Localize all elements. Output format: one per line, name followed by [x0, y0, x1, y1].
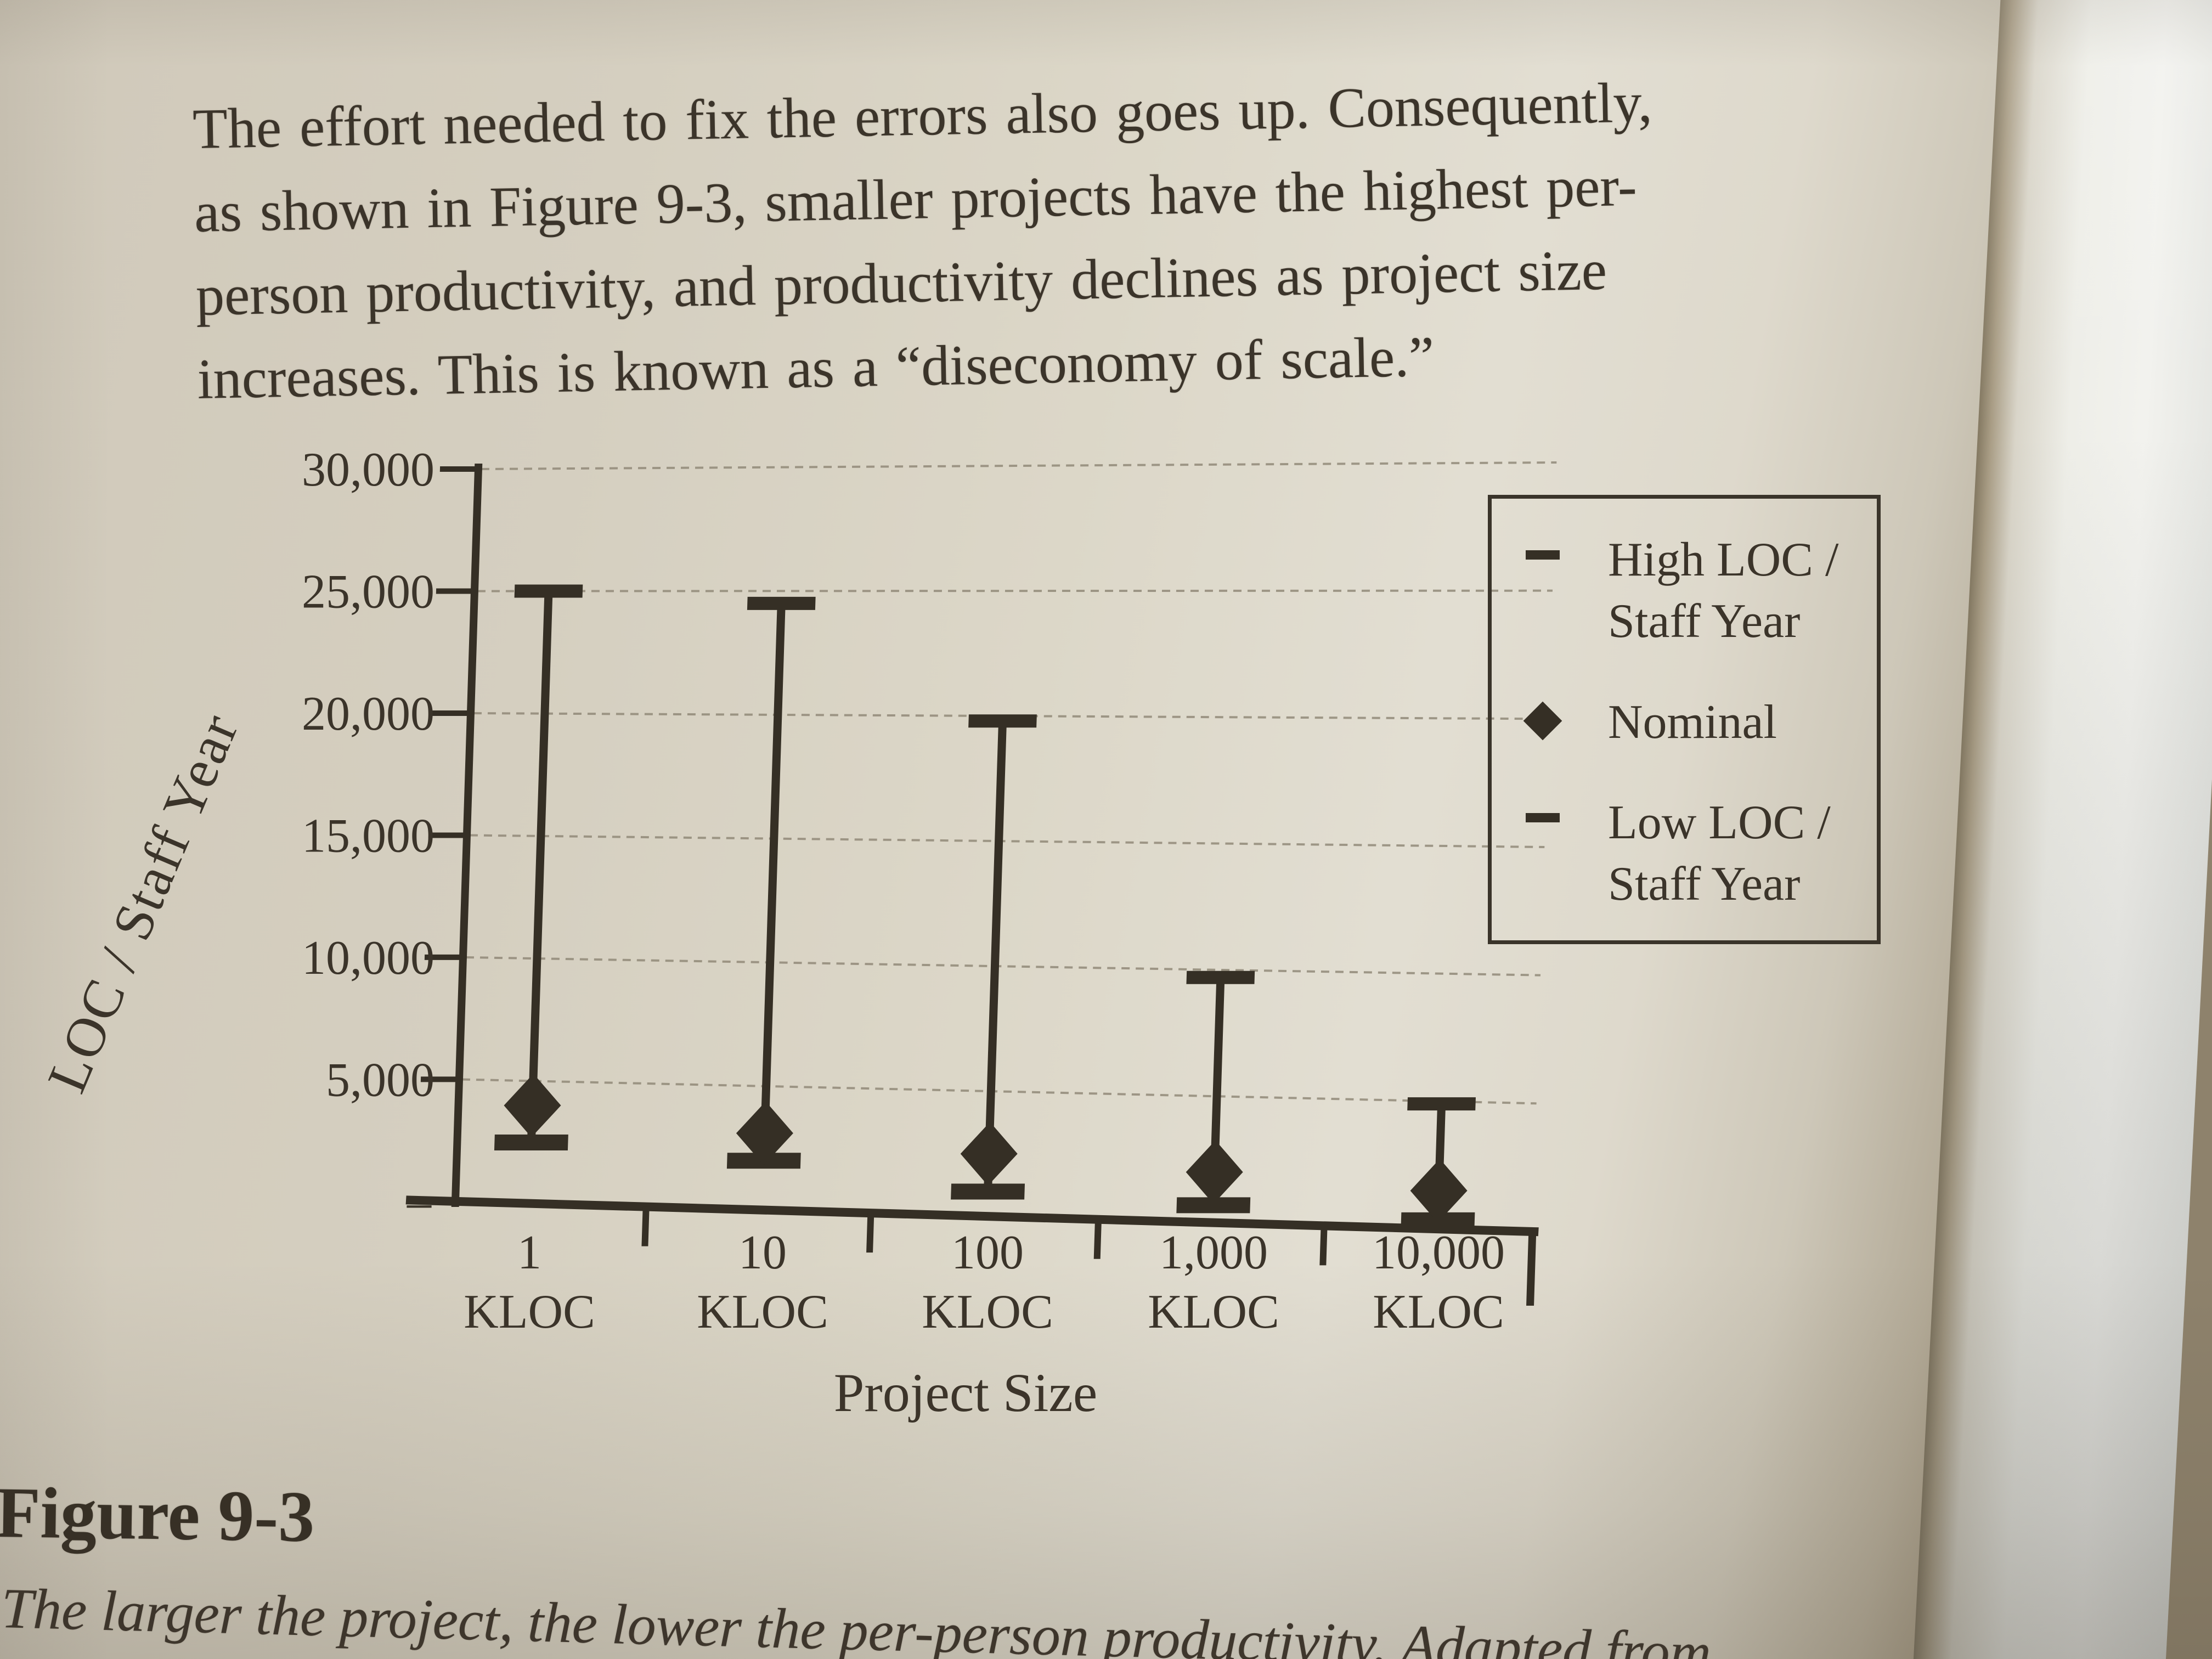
x-axis-tick [1093, 1219, 1102, 1259]
legend-label: High LOC / Staff Year [1608, 533, 1839, 648]
y-tick-label: 30,000 [302, 443, 435, 496]
nominal-diamond [736, 1101, 793, 1165]
range-bar-10 KLOC [726, 596, 816, 1169]
nominal-diamond [504, 1074, 561, 1138]
chart-legend: High LOC / Staff Year Nominal Low LOC / Staf… [1488, 495, 1881, 944]
x-axis-line [405, 1195, 1539, 1237]
figure-label: Figure 9-3 [0, 1471, 315, 1558]
x-tick-label: 10,000 KLOC [1372, 1226, 1505, 1339]
x-axis-end-tick [1526, 1232, 1537, 1306]
y-axis-title: LOC / Staff Year [36, 704, 251, 1101]
range-bar-1,000 KLOC [1176, 970, 1255, 1214]
x-axis-tick [641, 1206, 650, 1246]
legend-marker-wrap [1526, 792, 1608, 823]
legend-marker-wrap [1523, 692, 1608, 740]
range-bar-100 KLOC [951, 714, 1037, 1200]
gridline [481, 461, 1557, 470]
high-cap [747, 596, 816, 610]
dash-marker-icon [1526, 550, 1560, 560]
range-bar-10,000 KLOC [1401, 1097, 1476, 1228]
range-bar-1 KLOC [494, 584, 583, 1151]
y-tick-label: 5,000 [326, 1054, 435, 1107]
x-tick-label: 1 KLOC [464, 1226, 595, 1339]
gridline [461, 1078, 1537, 1105]
range-line [527, 591, 553, 1143]
gridline [465, 956, 1541, 977]
x-axis-title: Project Size [834, 1362, 1097, 1423]
legend-item: Low LOC / Staff Year [1526, 792, 1866, 915]
y-axis-line [451, 464, 483, 1207]
low-cap [1176, 1197, 1251, 1214]
range-line [759, 603, 786, 1161]
y-tick-label: – [407, 1176, 432, 1229]
high-cap [1186, 970, 1255, 984]
high-cap [968, 714, 1037, 728]
nominal-diamond [1186, 1140, 1243, 1204]
dash-marker-icon [1526, 813, 1560, 823]
nominal-diamond [1410, 1159, 1468, 1223]
chart-plot-area [405, 461, 1557, 1306]
y-tick-label: 25,000 [302, 566, 435, 619]
nominal-diamond [960, 1122, 1018, 1186]
y-tick-label: 10,000 [302, 932, 435, 985]
y-tick-label: 15,000 [302, 810, 435, 863]
x-axis-tick [866, 1213, 874, 1253]
low-cap [951, 1183, 1025, 1200]
high-cap [1407, 1097, 1476, 1111]
x-tick-label: 100 KLOC [922, 1226, 1053, 1339]
x-tick-label: 1,000 KLOC [1148, 1226, 1279, 1339]
low-cap [494, 1135, 568, 1151]
x-axis-tick [1319, 1226, 1328, 1266]
gridline [469, 834, 1545, 848]
high-cap [514, 584, 583, 598]
x-tick-label: 10 KLOC [697, 1226, 828, 1339]
legend-item: Nominal [1523, 692, 1866, 753]
legend-label: Nominal [1608, 695, 1777, 749]
range-line [984, 721, 1007, 1192]
legend-marker-wrap [1526, 529, 1608, 560]
legend-label: Low LOC / Staff Year [1608, 796, 1831, 911]
gridline [473, 712, 1549, 720]
y-tick-label: 20,000 [302, 687, 435, 741]
diamond-marker-icon [1523, 701, 1562, 740]
legend-item: High LOC / Staff Year [1526, 529, 1866, 652]
